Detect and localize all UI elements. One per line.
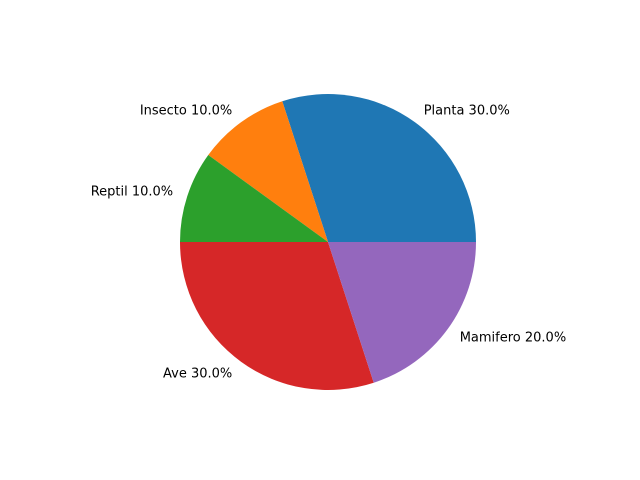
- pie-slice-insecto: [208, 101, 328, 242]
- pie-label-planta: Planta 30.0%: [424, 103, 510, 118]
- pie-label-percent: 10.0%: [128, 184, 173, 199]
- pie-label-percent: 30.0%: [187, 366, 232, 381]
- pie-slice-reptil: [180, 155, 328, 242]
- pie-labels: Planta 30.0%Insecto 10.0%Reptil 10.0%Ave…: [91, 103, 566, 381]
- pie-label-name: Reptil: [91, 184, 128, 199]
- pie-label-reptil: Reptil 10.0%: [91, 184, 173, 199]
- pie-label-mamifero: Mamifero 20.0%: [460, 330, 566, 345]
- pie-label-name: Ave: [163, 366, 187, 381]
- pie-slices: [180, 93, 476, 390]
- pie-label-insecto: Insecto 10.0%: [140, 103, 232, 118]
- pie-label-percent: 10.0%: [187, 103, 232, 118]
- pie-label-name: Planta: [424, 103, 465, 118]
- pie-slice-mamifero: [328, 242, 476, 383]
- pie-slice-ave: [180, 242, 374, 390]
- pie-label-percent: 30.0%: [464, 103, 509, 118]
- pie-label-ave: Ave 30.0%: [163, 366, 232, 381]
- pie-label-name: Insecto: [140, 103, 187, 118]
- pie-slice-planta: [282, 93, 476, 242]
- pie-label-percent: 20.0%: [521, 330, 566, 345]
- pie-label-name: Mamifero: [460, 330, 521, 345]
